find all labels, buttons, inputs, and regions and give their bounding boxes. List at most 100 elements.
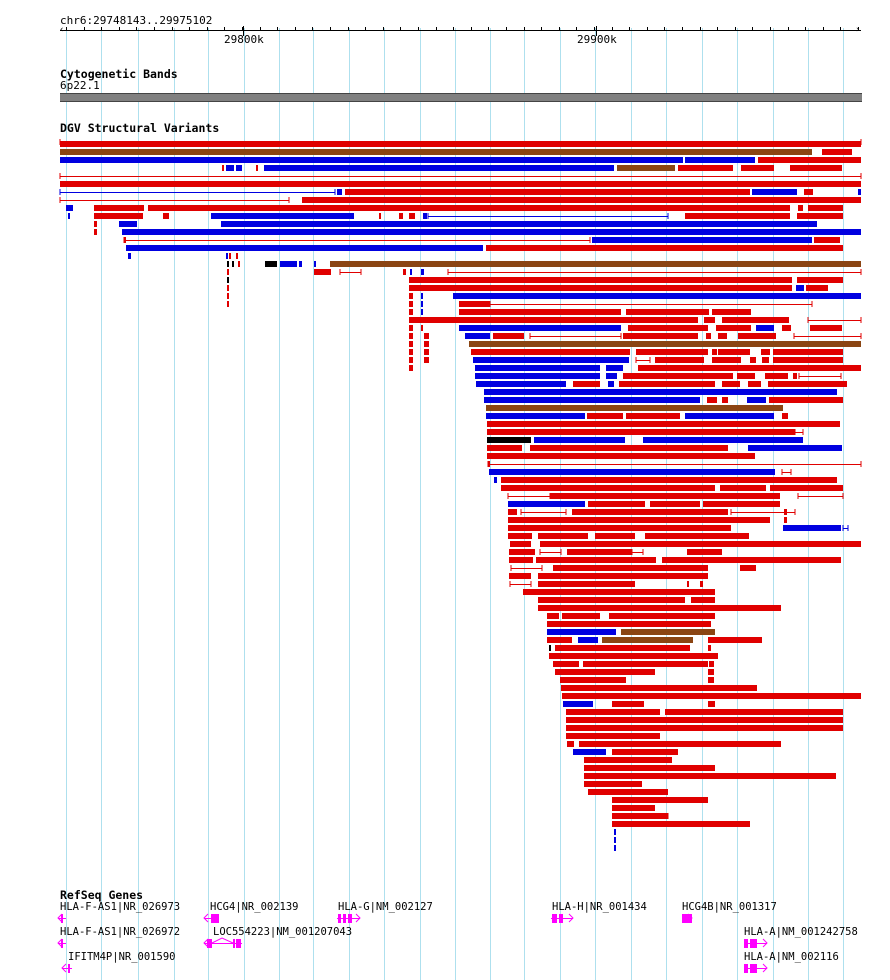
variant-feature[interactable] xyxy=(534,437,625,443)
variant-feature[interactable] xyxy=(718,333,727,339)
variant-feature[interactable] xyxy=(379,213,381,219)
variant-feature[interactable] xyxy=(602,637,693,643)
variant-feature[interactable] xyxy=(643,437,803,443)
variant-feature[interactable] xyxy=(428,216,668,217)
variant-feature[interactable] xyxy=(280,261,297,267)
variant-feature[interactable] xyxy=(403,269,406,275)
variant-feature[interactable] xyxy=(708,637,762,643)
variant-feature[interactable] xyxy=(511,568,542,569)
variant-feature[interactable] xyxy=(501,477,837,483)
variant-feature[interactable] xyxy=(566,717,843,723)
gene-exon[interactable] xyxy=(61,914,63,923)
gene-label-loc554223[interactable]: LOC554223|NM_001207043 xyxy=(213,926,353,938)
gene-exon[interactable] xyxy=(338,914,341,923)
variant-feature[interactable] xyxy=(550,493,780,499)
variant-feature[interactable] xyxy=(712,357,741,363)
variant-feature[interactable] xyxy=(716,325,751,331)
variant-feature[interactable] xyxy=(60,200,289,201)
variant-feature[interactable] xyxy=(748,445,842,451)
gene-label-hla-g[interactable]: HLA-G|NM_002127 xyxy=(338,901,433,913)
variant-feature[interactable] xyxy=(782,472,791,473)
variant-feature[interactable] xyxy=(509,557,533,563)
variant-feature[interactable] xyxy=(655,357,704,363)
variant-feature[interactable] xyxy=(808,320,861,321)
variant-feature[interactable] xyxy=(538,581,635,587)
variant-feature[interactable] xyxy=(553,565,708,571)
variant-feature[interactable] xyxy=(475,365,600,371)
variant-feature[interactable] xyxy=(614,837,616,843)
variant-feature[interactable] xyxy=(619,381,715,387)
variant-feature[interactable] xyxy=(409,277,792,283)
variant-feature[interactable] xyxy=(424,341,429,347)
variant-feature[interactable] xyxy=(752,189,797,195)
variant-feature[interactable] xyxy=(487,421,840,427)
variant-feature[interactable] xyxy=(587,413,623,419)
variant-feature[interactable] xyxy=(459,309,621,315)
variant-feature[interactable] xyxy=(566,733,660,739)
variant-feature[interactable] xyxy=(410,269,412,275)
variant-feature[interactable] xyxy=(264,165,614,171)
variant-feature[interactable] xyxy=(810,325,842,331)
gene-label-hcg4[interactable]: HCG4|NR_002139 xyxy=(210,901,299,913)
variant-feature[interactable] xyxy=(508,517,770,523)
variant-feature[interactable] xyxy=(708,669,714,675)
variant-feature[interactable] xyxy=(399,213,403,219)
variant-feature[interactable] xyxy=(782,413,788,419)
variant-feature[interactable] xyxy=(60,157,683,163)
variant-feature[interactable] xyxy=(814,237,840,243)
variant-feature[interactable] xyxy=(94,213,143,219)
variant-feature[interactable] xyxy=(465,333,490,339)
variant-feature[interactable] xyxy=(790,165,842,171)
variant-feature[interactable] xyxy=(421,269,424,275)
variant-feature[interactable] xyxy=(60,149,812,155)
variant-feature[interactable] xyxy=(409,357,413,363)
variant-feature[interactable] xyxy=(793,373,797,379)
variant-feature[interactable] xyxy=(612,701,644,707)
variant-feature[interactable] xyxy=(795,432,803,433)
variant-feature[interactable] xyxy=(626,309,709,315)
variant-feature[interactable] xyxy=(573,749,606,755)
variant-feature[interactable] xyxy=(784,509,787,515)
variant-feature[interactable] xyxy=(538,533,588,539)
variant-feature[interactable] xyxy=(560,677,626,683)
variant-feature[interactable] xyxy=(221,221,817,227)
variant-feature[interactable] xyxy=(475,373,600,379)
variant-feature[interactable] xyxy=(773,357,843,363)
variant-feature[interactable] xyxy=(584,773,836,779)
variant-feature[interactable] xyxy=(508,501,585,507)
variant-feature[interactable] xyxy=(708,645,711,651)
variant-feature[interactable] xyxy=(238,261,240,267)
variant-feature[interactable] xyxy=(567,741,574,747)
variant-feature[interactable] xyxy=(547,621,711,627)
variant-feature[interactable] xyxy=(555,645,690,651)
variant-feature[interactable] xyxy=(712,349,717,355)
variant-feature[interactable] xyxy=(645,533,749,539)
variant-feature[interactable] xyxy=(566,709,660,715)
variant-feature[interactable] xyxy=(685,157,755,163)
variant-feature[interactable] xyxy=(60,141,861,147)
gene-exon[interactable] xyxy=(744,964,748,973)
variant-feature[interactable] xyxy=(227,269,229,275)
variant-feature[interactable] xyxy=(808,205,843,211)
variant-feature[interactable] xyxy=(583,661,708,667)
variant-feature[interactable] xyxy=(163,213,169,219)
variant-feature[interactable] xyxy=(547,613,559,619)
variant-feature[interactable] xyxy=(487,437,531,443)
gene-label-hla-f-as1-a[interactable]: HLA-F-AS1|NR_026973 xyxy=(60,901,181,913)
variant-feature[interactable] xyxy=(540,552,561,553)
variant-feature[interactable] xyxy=(798,496,843,497)
variant-feature[interactable] xyxy=(592,237,812,243)
variant-feature[interactable] xyxy=(94,205,144,211)
variant-feature[interactable] xyxy=(747,397,766,403)
variant-feature[interactable] xyxy=(628,325,708,331)
variant-feature[interactable] xyxy=(484,397,700,403)
variant-feature[interactable] xyxy=(706,333,711,339)
variant-feature[interactable] xyxy=(756,325,774,331)
variant-feature[interactable] xyxy=(487,429,795,435)
gene-exon[interactable] xyxy=(233,939,235,948)
variant-feature[interactable] xyxy=(722,317,789,323)
variant-feature[interactable] xyxy=(489,469,775,475)
variant-feature[interactable] xyxy=(227,301,229,307)
variant-feature[interactable] xyxy=(547,637,572,643)
variant-feature[interactable] xyxy=(222,165,224,171)
